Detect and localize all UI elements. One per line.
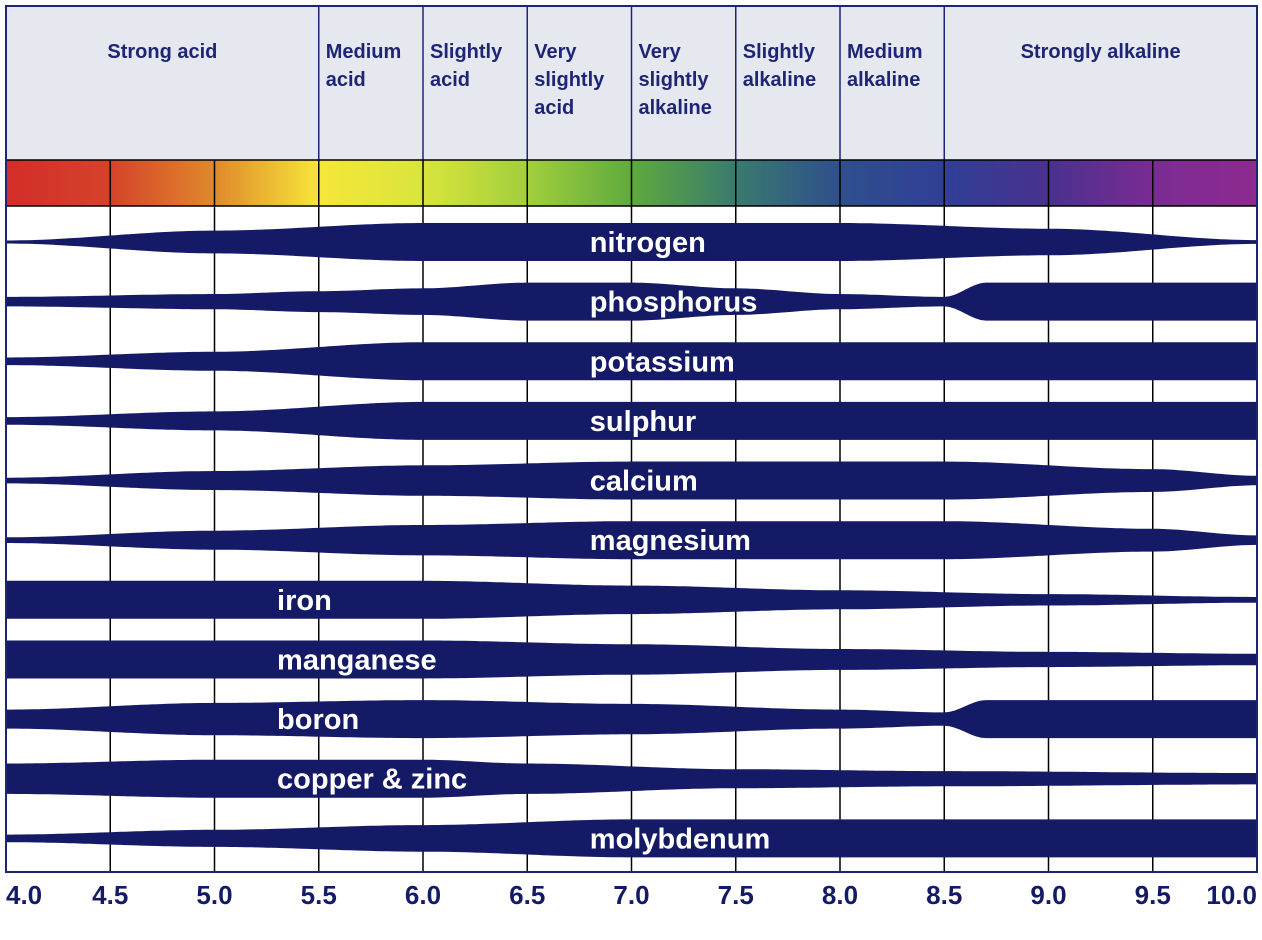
category-label-strongly-alkaline: Strongly alkaline bbox=[1021, 41, 1181, 63]
band-nitrogen bbox=[6, 223, 1257, 261]
band-sulphur bbox=[6, 401, 1257, 440]
category-label-slightly-acid: Slightly acid bbox=[430, 41, 503, 91]
band-label-phosphorus: phosphorus bbox=[590, 287, 758, 319]
band-magnesium bbox=[6, 521, 1257, 560]
chart-frame bbox=[5, 5, 1258, 873]
category-label-very-slightly-alkaline: Very slightly alkaline bbox=[639, 41, 712, 119]
x-tick-9-5: 9.5 bbox=[1135, 880, 1171, 910]
band-calcium bbox=[6, 461, 1257, 500]
band-label-iron: iron bbox=[277, 585, 332, 617]
x-tick-8-0: 8.0 bbox=[822, 880, 858, 910]
x-tick-10-0: 10.0 bbox=[1206, 880, 1257, 910]
x-tick-5-5: 5.5 bbox=[301, 880, 337, 910]
category-label-strong-acid: Strong acid bbox=[107, 41, 217, 63]
category-header: Strong acid Medium acid Slightly acid Very sli… bbox=[6, 6, 1257, 160]
band-manganese bbox=[6, 640, 1257, 679]
x-tick-7-0: 7.0 bbox=[613, 880, 649, 910]
band-iron bbox=[6, 580, 1257, 619]
x-tick-5-0: 5.0 bbox=[196, 880, 232, 910]
nutrient-bands: nitrogen phosphorus potassium sulphur calciu… bbox=[6, 223, 1257, 858]
band-label-boron: boron bbox=[277, 704, 359, 736]
x-tick-6-5: 6.5 bbox=[509, 880, 545, 910]
outer-border bbox=[5, 5, 1258, 873]
x-tick-8-5: 8.5 bbox=[926, 880, 962, 910]
x-tick-7-5: 7.5 bbox=[718, 880, 754, 910]
band-label-magnesium: magnesium bbox=[590, 525, 751, 557]
band-label-sulphur: sulphur bbox=[590, 406, 696, 438]
x-tick-6-0: 6.0 bbox=[405, 880, 441, 910]
band-label-copper-and-zinc: copper & zinc bbox=[277, 764, 467, 796]
x-axis-ticks: 4.0 4.5 5.0 5.5 6.0 6.5 7.0 7.5 8.0 8.5 9.0 9.5 10.0 bbox=[6, 880, 1257, 910]
band-potassium bbox=[6, 342, 1257, 381]
category-label-medium-acid: Medium acid bbox=[326, 41, 402, 91]
x-tick-9-0: 9.0 bbox=[1030, 880, 1066, 910]
band-label-potassium: potassium bbox=[590, 346, 735, 378]
category-label-medium-alkaline: Medium alkaline bbox=[847, 41, 923, 91]
band-label-molybdenum: molybdenum bbox=[590, 823, 770, 855]
band-label-manganese: manganese bbox=[277, 644, 437, 676]
band-boron bbox=[6, 700, 1257, 739]
band-label-calcium: calcium bbox=[590, 466, 698, 498]
x-tick-4-0: 4.0 bbox=[6, 880, 42, 910]
band-copper-and-zinc bbox=[6, 759, 1257, 798]
grid bbox=[6, 159, 1257, 872]
category-label-very-slightly-acid: Very slightly acid bbox=[534, 41, 605, 119]
band-label-nitrogen: nitrogen bbox=[590, 227, 706, 259]
band-phosphorus bbox=[6, 282, 1257, 321]
category-label-slightly-alkaline: Slightly alkaline bbox=[743, 41, 816, 91]
x-tick-4-5: 4.5 bbox=[92, 880, 128, 910]
band-molybdenum bbox=[6, 819, 1257, 858]
